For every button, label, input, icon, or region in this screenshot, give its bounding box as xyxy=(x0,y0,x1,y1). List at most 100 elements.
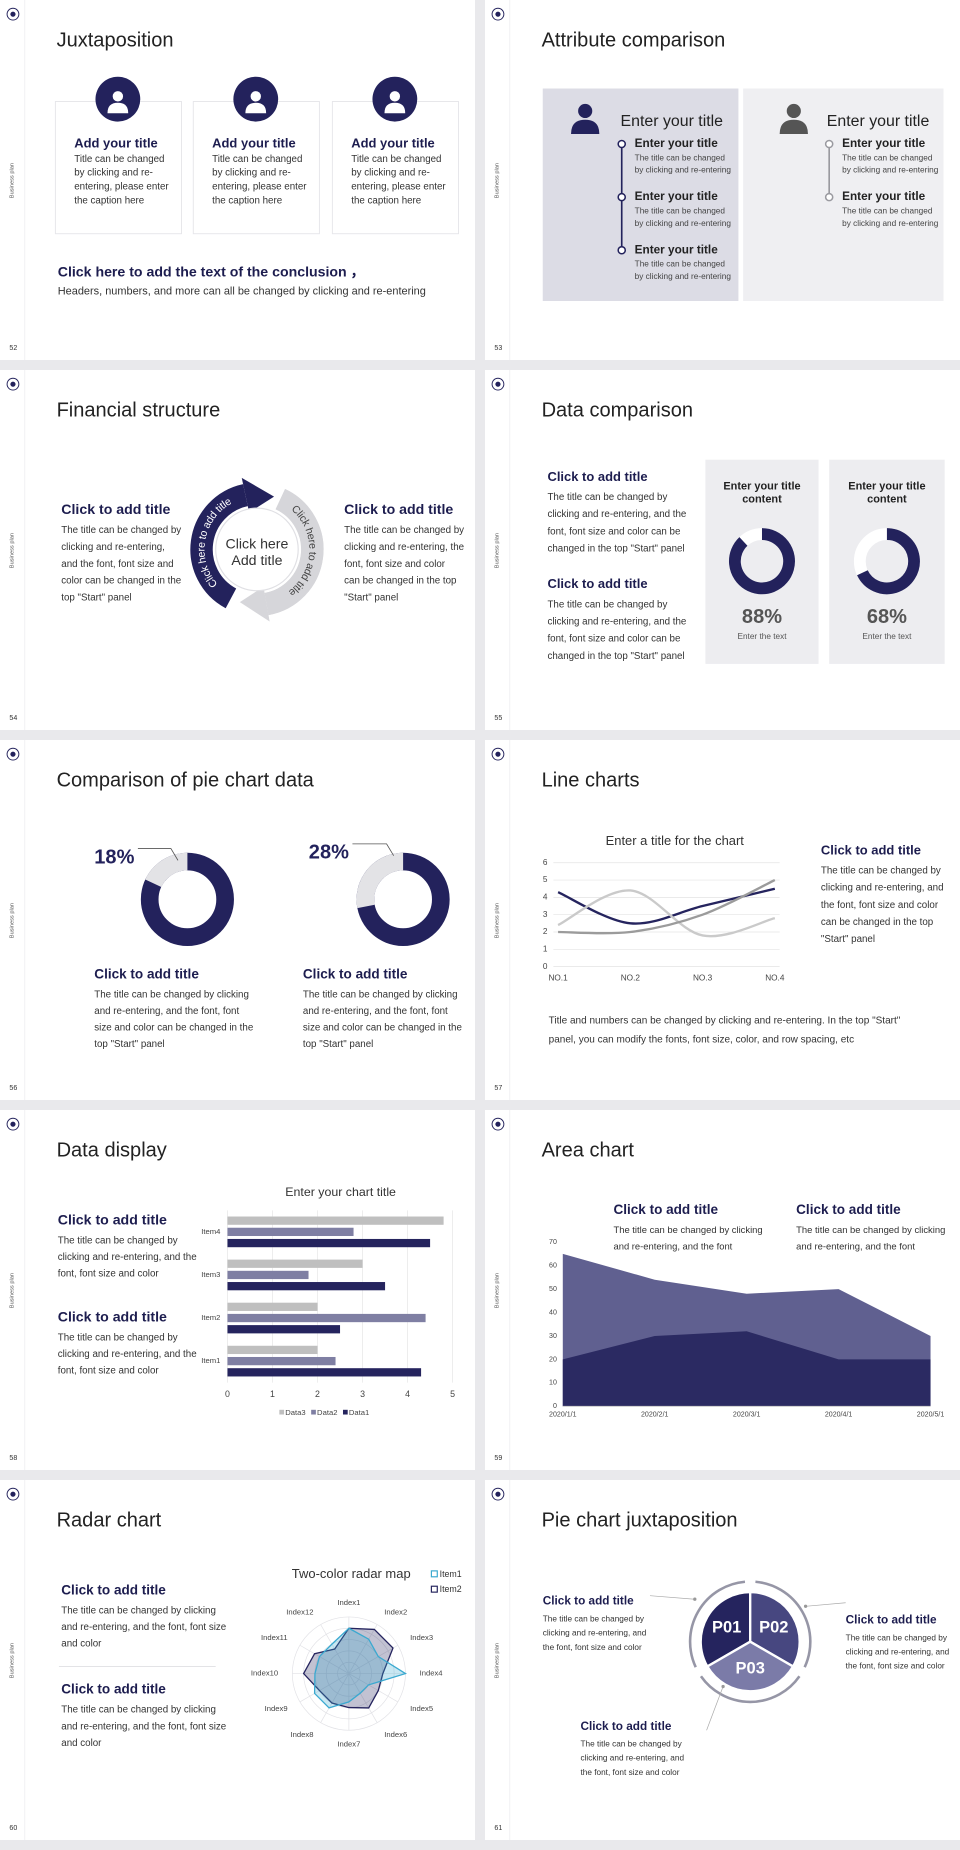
legend-swatch xyxy=(279,1409,285,1415)
segment-label: P01 xyxy=(712,1618,741,1636)
paragraph-line: Title can be changed xyxy=(212,154,302,165)
radar-spoke xyxy=(348,1644,399,1674)
bar xyxy=(227,1345,318,1355)
paragraph-line: entering, please enter xyxy=(351,182,446,193)
slide: Business plan 53 Attribute comparison Enter… xyxy=(485,0,960,360)
logo xyxy=(10,381,16,387)
slide: Business plan 56 Comparison of pie chart d… xyxy=(0,740,475,1100)
paragraph-line: Enter your title xyxy=(848,481,925,493)
paragraph-line: The title can be changed by clicking xyxy=(61,1705,216,1716)
radar-spoke xyxy=(348,1673,399,1703)
x-tick-label: 2020/2/1 xyxy=(641,1411,669,1418)
radar-axis-label: Index11 xyxy=(261,1633,288,1642)
page-number: 56 xyxy=(9,1085,17,1092)
card-title: Add your title xyxy=(351,135,435,150)
y-tick-label: 2 xyxy=(543,927,548,936)
card xyxy=(705,459,819,664)
side-label: Business plan xyxy=(494,163,500,198)
timeline-dot xyxy=(824,192,834,202)
paragraph-line: The title can be changed by clicking xyxy=(94,990,249,1001)
paragraph-line: The title can be changed by xyxy=(846,1633,948,1642)
ring-center xyxy=(215,507,299,592)
paragraph-line: The title can be changed by xyxy=(344,525,464,536)
paragraph-line: top "Start" panel xyxy=(94,1039,164,1050)
block-title: Click to add title xyxy=(580,1720,671,1733)
paragraph-line: and re-entering, and the font, font xyxy=(303,1006,448,1017)
side-label: Business plan xyxy=(9,903,15,938)
paragraph-line: font, font size and color can be xyxy=(547,634,680,645)
paragraph-line: The title can be changed by xyxy=(547,599,667,610)
slide-background xyxy=(0,1480,475,1840)
block-title: Click to add title xyxy=(94,966,199,981)
y-tick-label: 4 xyxy=(543,893,548,902)
paragraph-line: the font, font size and color xyxy=(580,1768,679,1777)
block-title: Click to add title xyxy=(543,1595,634,1608)
donut-arc xyxy=(356,852,404,909)
y-tick-label: 20 xyxy=(549,1356,557,1363)
bar xyxy=(227,1282,386,1291)
side-label: Business plan xyxy=(494,1273,500,1308)
radar-spoke xyxy=(299,1673,350,1703)
pie-segment xyxy=(705,1640,795,1693)
logo xyxy=(10,1121,16,1127)
paragraph-line: clicking and re-entering, and xyxy=(543,1629,647,1638)
line-series xyxy=(557,889,776,938)
logo xyxy=(10,751,16,757)
page-number: 59 xyxy=(494,1455,502,1462)
legend-label: Data1 xyxy=(349,1408,369,1417)
chart-title: Two-color radar map xyxy=(292,1566,411,1581)
connector-dot xyxy=(803,1604,808,1608)
block-title: Click to add title xyxy=(547,576,647,591)
segment-label: P02 xyxy=(759,1618,788,1636)
icon-head xyxy=(250,91,261,102)
slide-background xyxy=(485,740,960,1100)
ring-arrow xyxy=(241,477,275,513)
item-title: Enter your title xyxy=(635,137,719,150)
ring-segment xyxy=(264,488,324,616)
paragraph-line: and color xyxy=(61,1639,102,1650)
paragraph-line: "Start" panel xyxy=(821,934,875,945)
paragraph-line: The title can be changed xyxy=(635,206,726,215)
outer-ring xyxy=(699,1675,801,1704)
block-title: Click to add title xyxy=(58,1212,167,1228)
page-number: 58 xyxy=(9,1455,17,1462)
icon-head xyxy=(112,91,124,102)
conclusion-title: Click here to add the text of the conclu… xyxy=(58,263,365,279)
y-tick-label: 5 xyxy=(543,875,548,884)
paragraph-line: Title can be changed xyxy=(351,154,441,165)
paragraph-line: clicking and re-entering, and xyxy=(821,883,944,894)
paragraph-line: clicking and re-entering, the xyxy=(344,542,464,553)
block-title: Click to add title xyxy=(61,501,170,517)
y-tick-label: 50 xyxy=(549,1286,557,1293)
page-number: 61 xyxy=(494,1825,502,1832)
icon-head xyxy=(578,103,593,119)
logo xyxy=(6,7,20,21)
timeline-dot xyxy=(617,192,627,202)
icon-head xyxy=(786,103,801,119)
logo xyxy=(495,751,501,757)
paragraph-line: clicking and re-entering, xyxy=(61,542,165,553)
paragraph-line: entering, please enter xyxy=(74,182,169,193)
y-tick-label: Item2 xyxy=(201,1313,220,1322)
page-number: 54 xyxy=(9,715,17,722)
paragraph-line: changed in the top "Start" panel xyxy=(547,543,684,554)
x-tick-label: NO.4 xyxy=(765,974,785,983)
paragraph-line: The title can be changed by xyxy=(821,866,941,877)
paragraph-line: Title and numbers can be changed by clic… xyxy=(549,1016,901,1027)
y-tick-label: 1 xyxy=(543,944,548,953)
ring-segment xyxy=(190,484,249,609)
logo xyxy=(491,7,505,21)
side-label: Business plan xyxy=(494,903,500,938)
page-number: 60 xyxy=(9,1825,17,1832)
radar-axis-label: Index2 xyxy=(384,1607,407,1616)
slide-title: Comparison of pie chart data xyxy=(57,770,315,792)
side-label: Business plan xyxy=(9,1273,15,1308)
radar-series xyxy=(313,1627,408,1709)
paragraph-line: The title can be changed by xyxy=(58,1332,178,1343)
side-label: Business plan xyxy=(9,1643,15,1678)
card xyxy=(829,459,945,664)
item-title: Enter your title xyxy=(842,190,926,203)
block-title: Click to add title xyxy=(303,966,408,981)
side-label: Business plan xyxy=(494,1643,500,1678)
